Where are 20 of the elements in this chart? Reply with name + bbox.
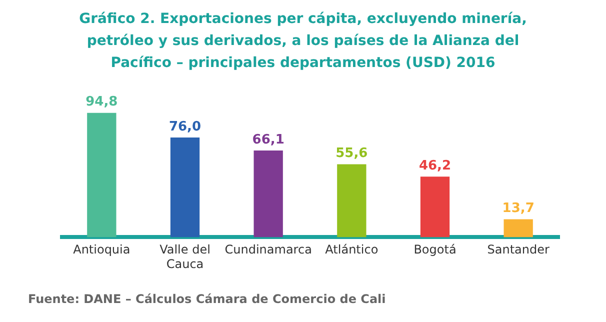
bar xyxy=(420,176,450,238)
x-tick-label: Santander xyxy=(487,242,550,257)
chart-title: Gráfico 2. Exportaciones per cápita, excluyendo minería, petróleo y sus derivados, a los países de la Alianza del Pacífico – principales departamentos (USD) 2016 xyxy=(78,10,528,73)
data-label: 94,8 xyxy=(86,94,118,110)
bar xyxy=(170,137,200,238)
x-tick-label: Bogotá xyxy=(414,242,456,257)
data-label: 13,7 xyxy=(502,201,534,216)
data-label: 76,0 xyxy=(168,119,202,134)
x-tick-label: Cundinamarca xyxy=(224,242,312,257)
bar xyxy=(504,219,533,238)
source-note: Fuente: DANE – Cálculos Cámara de Comercio de Cali xyxy=(28,292,386,306)
bar xyxy=(254,150,283,238)
data-label: 46,2 xyxy=(418,158,452,174)
x-tick-label: Antioquia xyxy=(73,242,130,257)
x-tick-label: Atlántico xyxy=(325,242,378,257)
data-label: 66,1 xyxy=(252,132,284,148)
bar xyxy=(337,164,366,238)
x-tick-label: Valle del Cauca xyxy=(160,242,210,271)
bar xyxy=(87,112,116,238)
data-label: 55,6 xyxy=(336,146,368,162)
